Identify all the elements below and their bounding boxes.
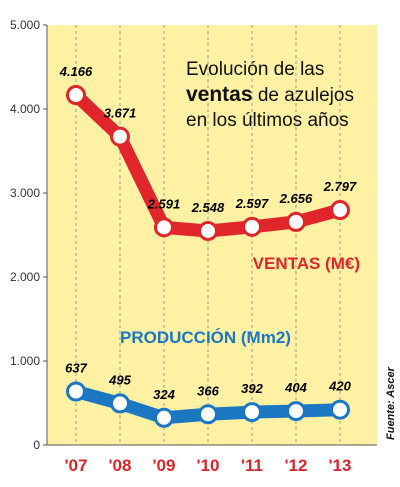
- produccion-point: [242, 402, 262, 423]
- produccion-point: [286, 401, 306, 422]
- ventas-point: [110, 126, 130, 147]
- x-tick-label: '10: [197, 456, 220, 475]
- produccion-data-label: 420: [328, 379, 351, 394]
- produccion-data-label: 392: [241, 381, 263, 396]
- chart-title-bold-word: ventas: [186, 83, 253, 106]
- y-tick-label: 5.000: [10, 18, 40, 32]
- produccion-point: [330, 399, 350, 420]
- chart-title-line3: en los últimos años: [186, 110, 349, 131]
- source-note: Fuente: Ascer: [385, 366, 397, 440]
- ventas-data-label: 2.597: [235, 196, 269, 211]
- produccion-point: [66, 381, 86, 402]
- ventas-data-label: 4.166: [59, 64, 93, 79]
- produccion-data-label: 324: [153, 387, 175, 402]
- x-tick-label: '11: [241, 456, 263, 475]
- legend-produccion: PRODUCCIÓN (Mm2): [120, 328, 291, 347]
- ventas-point: [242, 216, 262, 237]
- ventas-point: [330, 200, 350, 221]
- y-axis-ticks: 0 1.000 2.000 3.000 4.000 5.000: [10, 18, 47, 452]
- chart-title-line2: ventas de azulejos: [186, 83, 354, 106]
- x-tick-label: '13: [329, 456, 352, 475]
- ventas-point: [154, 217, 174, 238]
- chart-title-line2-rest: de azulejos: [253, 85, 354, 106]
- y-tick-label: 3.000: [10, 186, 40, 200]
- y-tick-label: 4.000: [10, 102, 40, 116]
- chart-title-line1: Evolución de las: [186, 59, 324, 80]
- ventas-point: [66, 85, 86, 106]
- y-tick-label: 1.000: [10, 354, 40, 368]
- y-tick-label: 0: [33, 438, 40, 452]
- x-tick-label: '12: [285, 456, 308, 475]
- ventas-data-label: 2.656: [279, 191, 313, 206]
- produccion-data-label: 404: [284, 380, 307, 395]
- ventas-data-label: 2.591: [147, 196, 181, 211]
- x-tick-label: '08: [109, 456, 132, 475]
- produccion-point: [110, 393, 130, 414]
- legend-ventas: VENTAS (M€): [253, 254, 360, 273]
- y-tick-label: 2.000: [10, 270, 40, 284]
- x-tick-label: '09: [153, 456, 176, 475]
- produccion-data-label: 366: [197, 383, 219, 398]
- ventas-data-label: 2.548: [191, 200, 225, 215]
- ventas-data-label: 2.797: [323, 179, 357, 194]
- produccion-point: [154, 407, 174, 428]
- x-tick-label: '07: [65, 456, 88, 475]
- ventas-point: [198, 220, 218, 241]
- produccion-data-label: 495: [108, 372, 131, 387]
- ventas-data-label: 3.671: [104, 106, 137, 121]
- produccion-data-label: 637: [65, 360, 87, 375]
- ventas-point: [286, 211, 306, 232]
- series-layer: 4.166 3.671 2.591 2.548 2.597 2.656 2.797 637 49…: [59, 64, 357, 428]
- produccion-point: [198, 404, 218, 425]
- x-axis-ticks: '07 '08 '09 '10 '11 '12 '13: [65, 456, 352, 475]
